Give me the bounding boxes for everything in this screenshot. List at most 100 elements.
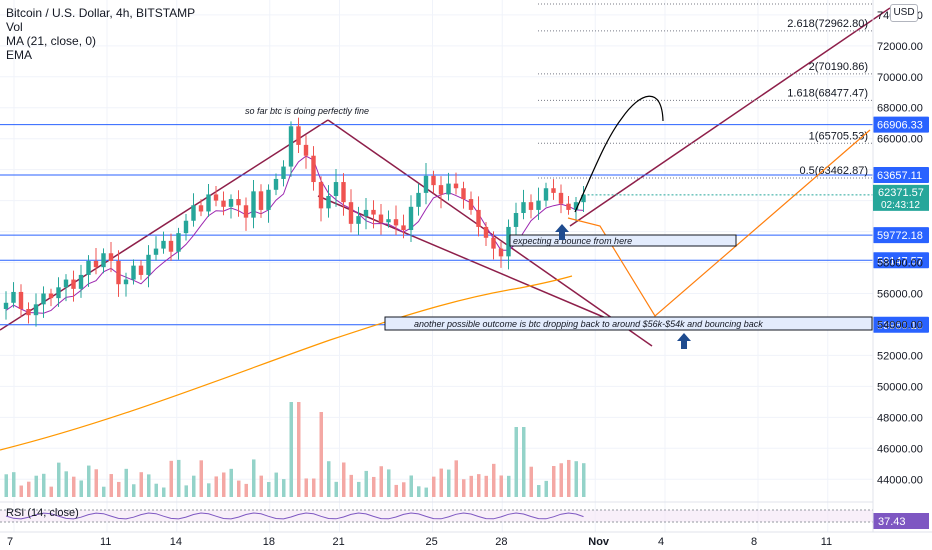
annotations: so far btc is doing perfectly fine expect… (245, 106, 873, 349)
candle-body (101, 253, 106, 268)
candle-body (206, 194, 211, 212)
volume-bar (319, 412, 323, 497)
candle-body (528, 202, 534, 210)
volume-bar (139, 472, 143, 497)
breakout-projection-line (569, 7, 891, 227)
volume-bar (102, 486, 106, 497)
candle-body (11, 291, 16, 303)
volume-bar (79, 480, 83, 497)
candle-body (63, 279, 69, 288)
candle-body (423, 175, 429, 193)
current-price-tag (873, 184, 929, 211)
volume-bar (439, 468, 443, 497)
volume-bar (304, 478, 308, 497)
price-tick-label: 46000.00 (877, 443, 923, 455)
candle-body (33, 304, 39, 316)
volume-bar (4, 474, 8, 497)
volume-bar (394, 484, 398, 497)
rsi-value-tag (873, 513, 929, 529)
price-tick-label: 66000.00 (877, 134, 923, 146)
chart-legend: Bitcoin / U.S. Dollar, 4h, BITSTAMP Vol … (6, 6, 195, 62)
candle-body (183, 220, 189, 234)
volume-bar (424, 487, 428, 497)
annotation-text: another possible outcome is btc dropping… (414, 319, 763, 329)
candle-body (251, 191, 256, 218)
candle-body (41, 293, 46, 305)
candle-body (303, 144, 309, 156)
currency-button[interactable]: USD (890, 4, 918, 22)
volume-bar (124, 468, 128, 497)
legend-ema: EMA (6, 48, 33, 62)
volume-bar (327, 461, 331, 497)
candle-body (273, 178, 279, 190)
candle-body (438, 185, 444, 195)
volume-bar (567, 459, 571, 497)
rsi-pane: 37.43 (0, 501, 929, 529)
level-price-tag (873, 252, 929, 269)
rsi-label: RSI (14, close) (6, 507, 79, 519)
time-tick-label: 11 (821, 536, 832, 548)
candle-body (573, 202, 579, 210)
volume-bar (574, 461, 578, 497)
candle-body (236, 199, 241, 206)
candle-body (318, 182, 324, 209)
volume-bar (192, 475, 196, 497)
candle-body (26, 308, 31, 316)
time-tick-label: 21 (333, 536, 345, 548)
candle-body (288, 126, 294, 167)
candlesticks (3, 117, 873, 327)
time-tick-label: 8 (751, 536, 757, 548)
candle-body (161, 240, 166, 249)
volume-bar (259, 475, 263, 497)
candle-body (266, 189, 271, 210)
candle-body (378, 214, 384, 223)
candle-body (491, 237, 496, 249)
volume-bar (109, 474, 113, 497)
candle-body (221, 200, 226, 207)
current-price-text: 62371.57 (878, 187, 924, 199)
fib-level-label: 1(65705.53) (809, 130, 868, 142)
candle-body (3, 302, 9, 309)
volume-bar (552, 466, 556, 497)
candle-body (86, 260, 91, 275)
volume-bar (507, 475, 511, 497)
candle-countdown-text: 02:43:12 (881, 200, 920, 211)
time-tick-label: 25 (426, 536, 438, 548)
ascending-channel-line (0, 119, 329, 331)
bullish-projection-path (574, 95, 664, 213)
candle-body (296, 126, 301, 145)
time-axis: 7 11 14 18 21 25 28 Nov 4 8 11 (0, 531, 932, 548)
time-tick-label: Nov (588, 536, 610, 548)
volume-bar (94, 469, 98, 497)
volume-bar (297, 402, 301, 497)
time-tick-label: 11 (100, 536, 111, 548)
price-tick-label: 70000.00 (877, 72, 923, 84)
volume-bar (334, 481, 338, 497)
level-price-tag (873, 116, 929, 133)
volume-bar (214, 476, 218, 497)
candle-body (123, 279, 129, 285)
volume-bar (484, 475, 488, 497)
level-price-text: 58147.57 (877, 255, 923, 267)
price-tick-label: 72000.00 (877, 41, 923, 53)
volume-bar (57, 462, 61, 497)
volume-bar (177, 459, 181, 497)
candle-body (333, 182, 339, 196)
annotation-text: expecting a bounce from here (513, 236, 632, 246)
candle-body (258, 191, 264, 210)
candle-body (453, 183, 459, 189)
horizontal-levels: 66906.33 63657.11 59772.18 58147.57 53980.10 (0, 116, 929, 333)
time-tick-label: 28 (495, 536, 507, 548)
ema-path (0, 275, 573, 451)
candle-body (393, 219, 399, 226)
volume-bar (289, 402, 293, 497)
volume-bar (19, 485, 23, 497)
volume-bar (417, 486, 421, 497)
level-price-tag (873, 227, 929, 244)
volume-bar (49, 486, 53, 497)
price-tick-label: 54000.00 (877, 319, 923, 331)
candle-body (431, 175, 436, 186)
candle-body (176, 233, 181, 252)
volume-bar (244, 483, 248, 497)
